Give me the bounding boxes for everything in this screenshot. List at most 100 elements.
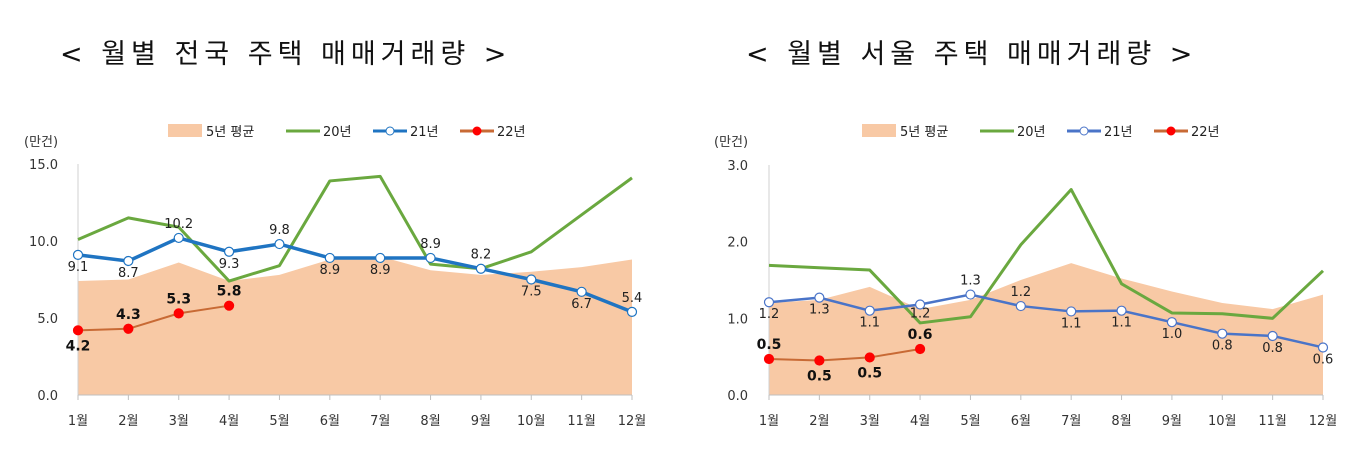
y-tick-label: 3.0	[727, 159, 748, 174]
data-label-21년: 8.9	[319, 263, 340, 278]
data-label-21년: 6.7	[571, 297, 592, 312]
x-tick-label: 1월	[759, 414, 779, 429]
x-tick-label: 4월	[219, 414, 239, 429]
y-tick-label: 15.0	[29, 158, 58, 173]
data-label-21년: 1.0	[1162, 327, 1183, 342]
data-point-21년	[1317, 342, 1329, 353]
y-tick-label: 0.0	[727, 389, 748, 404]
data-label-21년: 1.2	[1010, 285, 1031, 300]
data-label-22년: 5.8	[217, 284, 242, 300]
data-label-21년: 5.4	[622, 291, 643, 306]
data-point-22년	[763, 353, 775, 365]
series-line-21년	[768, 293, 1324, 349]
data-label-21년: 7.5	[521, 285, 542, 300]
series-line-20년	[77, 174, 633, 283]
data-point-21년	[123, 255, 134, 267]
x-tick-label: 6월	[320, 414, 340, 429]
x-tick-label: 11월	[1258, 414, 1287, 429]
x-tick-label: 10월	[1208, 414, 1237, 429]
x-tick-label: 12월	[618, 414, 647, 429]
data-point-21년	[864, 305, 875, 316]
data-label-21년: 8.2	[471, 248, 492, 263]
x-tick-label: 9월	[1162, 414, 1182, 429]
x-tick-label: 5월	[269, 414, 289, 429]
x-tick-label: 5월	[960, 414, 980, 429]
unit-label: (만건)	[714, 135, 748, 150]
data-label-21년: 1.1	[859, 316, 880, 331]
unit-label: (만건)	[24, 135, 58, 150]
data-point-22년	[914, 343, 926, 355]
legend-label-22년: 22년	[497, 125, 526, 140]
data-point-22년	[123, 323, 134, 334]
x-tick-label: 2월	[809, 414, 829, 429]
data-point-21년	[1066, 306, 1077, 317]
data-label-22년: 4.2	[66, 338, 91, 354]
legend-marker-21년	[1079, 126, 1089, 136]
data-point-21년	[375, 252, 386, 264]
y-tick-label: 2.0	[727, 236, 748, 251]
data-label-21년: 9.3	[219, 257, 240, 272]
data-point-21년	[626, 306, 638, 317]
area-5yr-avg	[78, 256, 632, 395]
data-label-22년: 0.5	[757, 337, 782, 353]
data-label-22년: 4.3	[116, 307, 141, 323]
data-point-21년	[526, 274, 537, 285]
data-label-22년: 0.5	[807, 369, 832, 385]
data-label-21년: 1.1	[1111, 316, 1132, 331]
x-tick-label: 2월	[118, 414, 138, 429]
y-tick-label: 1.0	[727, 312, 748, 327]
data-label-21년: 8.9	[370, 263, 391, 278]
data-label-21년: 0.6	[1313, 352, 1334, 367]
y-tick-label: 5.0	[37, 312, 58, 327]
x-tick-label: 7월	[1061, 414, 1081, 429]
data-point-21년	[475, 263, 487, 274]
data-point-21년	[274, 238, 285, 250]
data-label-21년: 8.7	[118, 266, 139, 281]
legend-label-21년: 21년	[410, 125, 439, 140]
series-line-22년	[77, 304, 230, 332]
data-label-21년: 8.9	[420, 237, 441, 252]
legend-swatch-5년 평균	[168, 124, 202, 137]
data-point-21년	[763, 297, 775, 308]
x-tick-label: 10월	[517, 414, 546, 429]
series-line-22년	[768, 348, 921, 362]
data-label-21년: 0.8	[1262, 341, 1283, 356]
legend-label-20년: 20년	[1017, 125, 1046, 140]
data-point-21년	[1015, 300, 1026, 312]
data-label-21년: 1.3	[960, 274, 981, 289]
data-point-21년	[1217, 328, 1228, 339]
data-point-21년	[814, 292, 825, 303]
data-point-21년	[576, 286, 587, 297]
data-point-21년	[173, 232, 184, 244]
x-tick-label: 6월	[1011, 414, 1031, 429]
chart-title-national: < 월별 전국 주택 매매거래량 >	[60, 39, 512, 70]
data-point-22년	[223, 300, 235, 311]
data-label-21년: 9.8	[269, 223, 290, 238]
data-point-22년	[72, 325, 84, 336]
legend-marker-22년	[472, 126, 482, 136]
chart-1: (만건) 0.0 1.0 2.0 3.0 1월 2월 3월 4월 5월 6월 7월 8월 9월 10월 11월…	[714, 124, 1337, 429]
data-point-21년	[914, 299, 926, 310]
data-point-21년	[1166, 317, 1178, 328]
series-line-21년	[77, 236, 633, 314]
x-tick-label: 3월	[169, 414, 189, 429]
data-point-21년	[72, 249, 84, 260]
x-tick-label: 9월	[471, 414, 491, 429]
chart-title-seoul: < 월별 서울 주택 매매거래량 >	[746, 39, 1198, 70]
data-point-22년	[814, 355, 825, 366]
series-line-20년	[768, 188, 1325, 325]
data-point-21년	[965, 289, 976, 300]
legend-label-22년: 22년	[1191, 125, 1220, 140]
legend-label-21년: 21년	[1104, 125, 1133, 140]
data-label-22년: 0.5	[857, 365, 882, 381]
legend-swatch-5년 평균	[862, 124, 896, 137]
data-point-21년	[425, 252, 436, 264]
data-label-21년: 1.2	[910, 307, 931, 322]
legend-label-5년 평균: 5년 평균	[900, 125, 948, 140]
data-label-21년: 1.3	[809, 303, 830, 318]
x-tick-label: 4월	[910, 414, 930, 429]
legend-label-5년 평균: 5년 평균	[206, 125, 254, 140]
y-tick-label: 10.0	[29, 235, 58, 250]
data-label-21년: 10.2	[164, 217, 193, 232]
